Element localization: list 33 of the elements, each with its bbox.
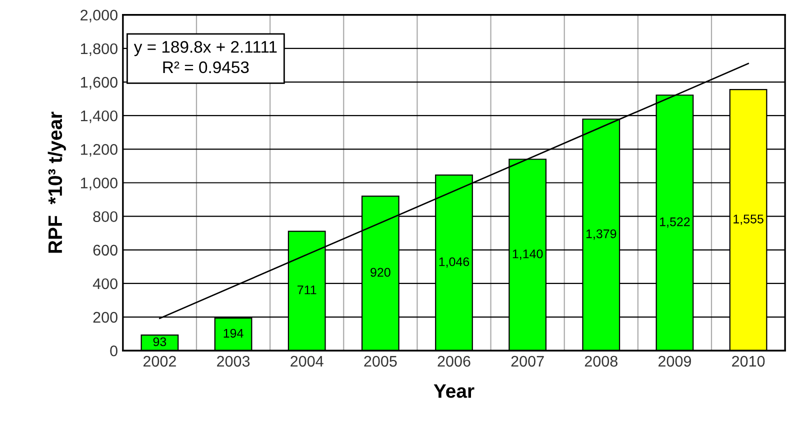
- y-tick-label: 200: [93, 312, 118, 323]
- x-tick-label: 2009: [658, 356, 691, 367]
- y-axis-title: RPF *10³ t/year: [48, 112, 66, 253]
- x-axis-title: Year: [434, 384, 474, 398]
- y-tick-label: 600: [93, 244, 118, 256]
- x-tick-label: 2008: [584, 356, 618, 367]
- x-tick-label: 2010: [732, 356, 765, 367]
- y-tick-label: 1,400: [80, 110, 118, 124]
- data-label: 1,379: [586, 229, 616, 240]
- x-tick-label: 2006: [438, 356, 470, 367]
- x-tick-label: 2004: [290, 356, 324, 367]
- x-tick-label: 2005: [364, 356, 397, 367]
- data-label: 1,140: [512, 249, 543, 260]
- x-tick-label: 2003: [217, 356, 250, 367]
- data-label: 1,555: [734, 214, 764, 225]
- annotation: R² = 0.9453: [163, 61, 249, 74]
- y-tick-label: 0: [110, 345, 118, 356]
- y-tick-label: 1,600: [80, 76, 118, 90]
- data-label: 93: [153, 337, 166, 346]
- data-label: 711: [298, 286, 316, 294]
- data-label: 1,046: [439, 257, 470, 268]
- y-tick-label: 800: [93, 211, 118, 222]
- y-tick-label: 1,200: [80, 144, 118, 157]
- x-tick-label: 2002: [143, 356, 176, 367]
- data-label: 920: [370, 268, 390, 277]
- y-tick-label: 2,000: [80, 10, 118, 22]
- annotation: y = 189.8x + 2.1111: [134, 41, 277, 56]
- x-tick-label: 2007: [511, 356, 544, 367]
- y-tick-label: 1,000: [80, 178, 118, 190]
- y-tick-label: 400: [92, 278, 118, 290]
- data-label: 194: [224, 328, 244, 338]
- y-tick-label: 1,800: [80, 43, 118, 56]
- data-label: 1,522: [660, 217, 690, 228]
